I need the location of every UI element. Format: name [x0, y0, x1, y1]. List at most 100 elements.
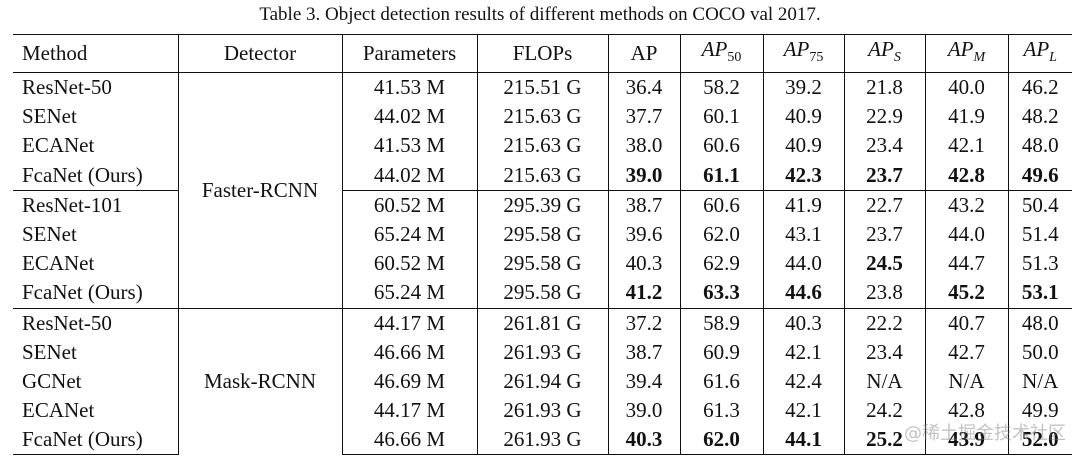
header-row: Method Detector Parameters FLOPs AP AP50… [13, 34, 1072, 73]
apl-cell: 49.6 [1007, 160, 1072, 191]
apl-cell: 46.2 [1007, 72, 1072, 103]
params-cell: 44.02 M [341, 102, 477, 132]
apl-cell: 52.0 [1007, 425, 1072, 456]
params-cell: 41.53 M [341, 131, 477, 161]
method-cell: SENet [22, 222, 77, 247]
table-row: ECANet 41.53 M 215.63 G 38.0 60.6 40.9 23.4 42.… [13, 131, 1072, 161]
aps-cell: 21.8 [843, 72, 925, 103]
header-method: Method [22, 41, 88, 65]
aps-cell: 23.8 [843, 278, 925, 308]
apm-cell: 42.7 [924, 337, 1008, 367]
method-cell: SENet [22, 104, 77, 129]
method-cell: ECANet [22, 398, 95, 423]
table-group: ResNet-50 Mask-RCNN 44.17 M 261.81 G 37.2 58.… [13, 307, 1072, 456]
apm-cell: 40.0 [924, 72, 1008, 103]
method-cell: FcaNet (Ours) [22, 162, 143, 187]
apl-cell: N/A [1007, 366, 1072, 397]
watermark: @稀土掘金技术社区 [904, 423, 1066, 444]
apl-cell: 48.0 [1007, 131, 1072, 161]
flops-cell: 215.63 G [476, 131, 608, 161]
header-ap: AP [607, 34, 680, 73]
ap50-cell: 58.9 [679, 307, 763, 338]
ap75-cell: 44.6 [762, 278, 844, 308]
table-row: GCNet 46.69 M 261.94 G 39.4 61.6 42.4 N/A N/A N/… [13, 366, 1072, 397]
detector-cell: Faster-RCNN [177, 72, 342, 308]
header-apm: APM [924, 34, 1008, 73]
ap50-cell: 60.1 [679, 102, 763, 132]
params-cell: 46.69 M [341, 366, 477, 397]
ap75-cell: 42.1 [762, 396, 844, 426]
ap50-cell: 63.3 [679, 278, 763, 308]
aps-cell: 22.9 [843, 102, 925, 132]
table-row: ECANet 44.17 M 261.93 G 39.0 61.3 42.1 24.2 42.… [13, 396, 1072, 426]
flops-cell: 261.94 G [476, 366, 608, 397]
method-cell: FcaNet (Ours) [13, 425, 178, 456]
ap75-cell: 39.2 [762, 72, 844, 103]
ap50-cell: 60.6 [679, 189, 763, 220]
ap50-cell: 58.2 [679, 72, 763, 103]
flops-cell: 295.58 G [476, 249, 608, 279]
table-row: FcaNet (Ours) 65.24 M 295.58 G 41.2 63.3 44.6… [13, 278, 1072, 308]
table-row: ResNet-50 Faster-RCNN 41.53 M 215.51 G 36.4 5… [13, 72, 1072, 308]
apm-cell: 45.2 [924, 278, 1008, 308]
aps-cell: 25.2 [843, 425, 925, 456]
table-row: ResNet-101 60.52 M 295.39 G 38.7 60.6 41.9 22.… [13, 189, 1072, 220]
flops-cell: 261.93 G [476, 337, 608, 367]
ap-cell: 39.0 [607, 396, 680, 426]
apm-cell: 44.7 [924, 249, 1008, 279]
ap75-cell: 42.1 [762, 337, 844, 367]
ap50-cell: 60.6 [679, 131, 763, 161]
header-parameters: Parameters [341, 34, 477, 73]
header-detector: Detector [177, 34, 342, 73]
table-row: FcaNet (Ours) 44.02 M 215.63 G 39.0 61.1 42.3… [13, 160, 1072, 191]
flops-cell: 261.81 G [476, 307, 608, 338]
header-apl: APL [1007, 34, 1072, 73]
flops-cell: 215.51 G [476, 72, 608, 103]
ap-cell: 37.2 [607, 307, 680, 338]
method-cell: GCNet [22, 368, 82, 393]
method-cell: SENet [22, 339, 77, 364]
flops-cell: 261.93 G [476, 425, 608, 456]
ap-cell: 39.4 [607, 366, 680, 397]
params-cell: 60.52 M [341, 189, 477, 220]
table-row: SENet 65.24 M 295.58 G 39.6 62.0 43.1 23.7 44.0… [13, 219, 1072, 250]
table-row: FcaNet (Ours) 46.66 M 261.93 G 40.3 62.0 44.1… [13, 425, 1072, 456]
apl-cell: 48.2 [1007, 102, 1072, 132]
ap75-cell: 40.9 [762, 131, 844, 161]
flops-cell: 295.58 G [476, 219, 608, 250]
table-row: ECANet 60.52 M 295.58 G 40.3 62.9 44.0 24.5 44.… [13, 249, 1072, 279]
aps-cell: 24.5 [843, 249, 925, 279]
ap75-cell: 41.9 [762, 189, 844, 220]
apm-cell: 42.1 [924, 131, 1008, 161]
results-table-wrapper: Method Detector Parameters FLOPs AP AP50… [13, 34, 1072, 456]
flops-cell: 215.63 G [476, 160, 608, 191]
ap-cell: 38.7 [607, 337, 680, 367]
ap50-cell: 62.0 [679, 425, 763, 456]
params-cell: 44.17 M [341, 307, 477, 338]
table-group: ResNet-50 Faster-RCNN 41.53 M 215.51 G 36.4 5… [13, 72, 1072, 308]
header-aps: APS [843, 34, 925, 73]
aps-cell: N/A [843, 366, 925, 397]
header-flops: FLOPs [476, 34, 608, 73]
ap75-cell: 42.3 [762, 160, 844, 191]
apm-cell: 42.8 [924, 160, 1008, 191]
aps-cell: 23.7 [843, 219, 925, 250]
aps-cell: 23.4 [843, 337, 925, 367]
table-row: ResNet-50 Mask-RCNN 44.17 M 261.81 G 37.2 58.… [13, 307, 1072, 455]
method-cell: ResNet-50 [13, 307, 178, 338]
apm-cell: 40.7 [924, 307, 1008, 338]
results-table: Method Detector Parameters FLOPs AP AP50… [13, 34, 1072, 456]
ap75-cell: 40.9 [762, 102, 844, 132]
apm-cell: N/A [924, 366, 1008, 397]
ap-cell: 36.4 [607, 72, 680, 103]
ap50-cell: 61.6 [679, 366, 763, 397]
ap75-cell: 44.0 [762, 249, 844, 279]
apl-cell: 50.4 [1007, 189, 1072, 220]
table-caption: Table 3. Object detection results of dif… [259, 4, 821, 25]
header-ap50: AP50 [679, 34, 763, 73]
ap50-cell: 60.9 [679, 337, 763, 367]
params-cell: 46.66 M [341, 337, 477, 367]
aps-cell: 23.7 [843, 160, 925, 191]
ap75-cell: 42.4 [762, 366, 844, 397]
params-cell: 60.52 M [341, 249, 477, 279]
